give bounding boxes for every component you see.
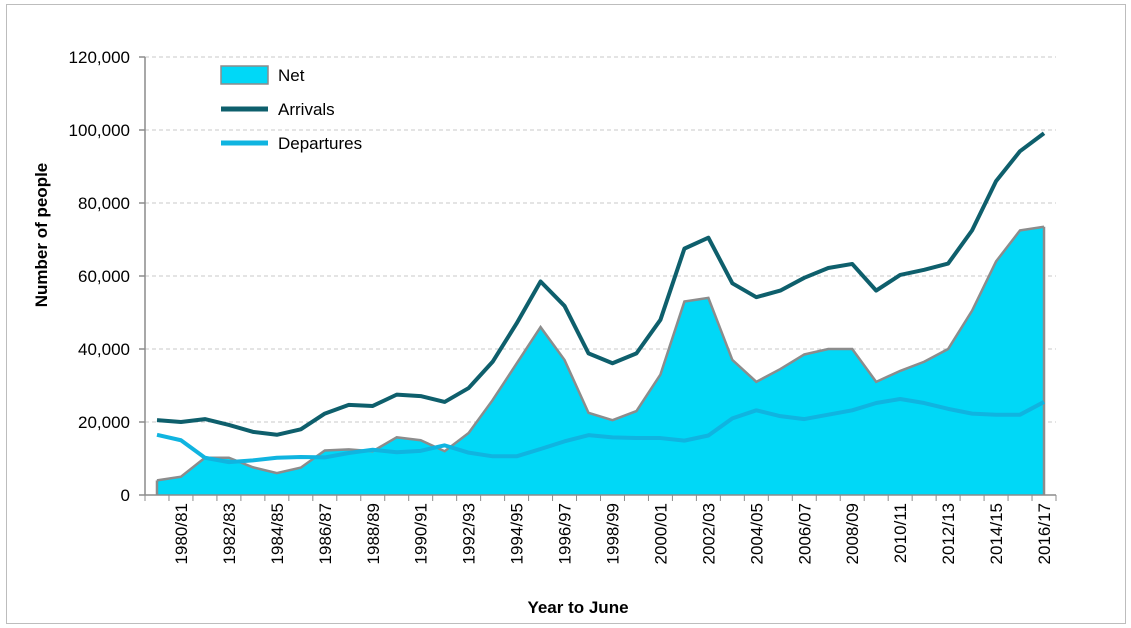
x-tick-label: 1980/81 <box>172 503 191 564</box>
y-tick-label: 0 <box>121 486 130 505</box>
chart-frame <box>6 4 1126 624</box>
series-line-departures <box>156 397 1045 465</box>
x-tick-label: 2010/11 <box>891 503 910 563</box>
y-tick-label: 60,000 <box>78 267 130 286</box>
x-tick-label: 1992/93 <box>460 503 479 564</box>
x-tick-label: 2006/07 <box>795 503 814 564</box>
legend-net-swatch <box>220 65 269 85</box>
x-tick-label: 2000/01 <box>651 503 670 564</box>
x-tick-label: 1990/91 <box>412 503 431 564</box>
series-line-arrivals <box>156 131 1046 437</box>
y-tick-label: 80,000 <box>78 194 130 213</box>
legend: Net Arrivals Departures <box>220 65 362 153</box>
x-tick-label: 2014/15 <box>987 503 1006 564</box>
x-tick-label: 2002/03 <box>699 503 718 564</box>
x-tick-label: 1994/95 <box>508 503 527 564</box>
y-tick-labels: 0 20,000 40,000 60,000 80,000 100,000 120,000 <box>69 48 130 505</box>
series-area-net <box>156 226 1045 495</box>
x-tick-label: 2008/09 <box>843 503 862 564</box>
x-tick-label: 1986/87 <box>316 503 335 564</box>
x-tick-label: 2004/05 <box>747 503 766 564</box>
axes <box>139 56 1057 501</box>
x-axis-title: Year to June <box>527 598 628 617</box>
x-tick-label: 1996/97 <box>556 503 575 564</box>
y-tick-label: 100,000 <box>69 121 130 140</box>
x-tick-labels: 1980/81 1982/83 1984/85 1986/87 1988/89 1990/… <box>172 503 1054 564</box>
legend-arrivals-label: Arrivals <box>278 100 335 119</box>
x-tick-label: 2016/17 <box>1035 503 1054 564</box>
y-tick-label: 120,000 <box>69 48 130 67</box>
y-tick-label: 20,000 <box>78 413 130 432</box>
x-tick-label: 2012/13 <box>939 503 958 564</box>
legend-net-label: Net <box>278 66 305 85</box>
x-tick-label: 1988/89 <box>364 503 383 564</box>
x-tick-label: 1984/85 <box>268 503 287 564</box>
plot-area <box>155 131 1046 495</box>
series-area-net-outline <box>156 225 1045 482</box>
x-tick-label: 1982/83 <box>220 503 239 564</box>
legend-departures-label: Departures <box>278 134 362 153</box>
y-tick-label: 40,000 <box>78 340 130 359</box>
y-axis-title: Number of people <box>32 163 51 308</box>
x-tick-label: 1998/99 <box>603 503 622 564</box>
